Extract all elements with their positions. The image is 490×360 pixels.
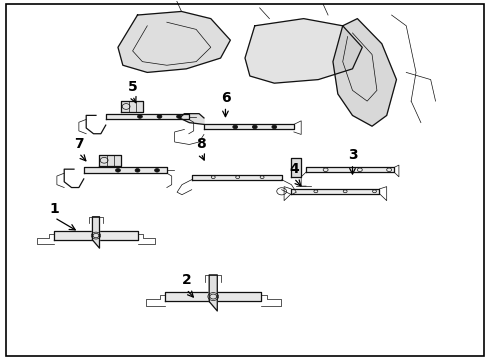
Polygon shape bbox=[93, 217, 99, 248]
Polygon shape bbox=[118, 12, 230, 72]
Text: 7: 7 bbox=[74, 137, 84, 151]
Polygon shape bbox=[54, 231, 138, 240]
Polygon shape bbox=[292, 189, 379, 194]
Text: 6: 6 bbox=[220, 90, 230, 104]
Polygon shape bbox=[292, 158, 301, 177]
Polygon shape bbox=[204, 125, 294, 130]
Polygon shape bbox=[209, 275, 217, 311]
Text: 5: 5 bbox=[128, 80, 138, 94]
Circle shape bbox=[272, 125, 277, 129]
Circle shape bbox=[135, 168, 140, 172]
Text: 4: 4 bbox=[289, 162, 299, 176]
Polygon shape bbox=[245, 19, 362, 83]
Circle shape bbox=[138, 115, 143, 118]
Polygon shape bbox=[166, 292, 261, 301]
Polygon shape bbox=[179, 114, 204, 125]
Circle shape bbox=[252, 125, 257, 129]
Circle shape bbox=[157, 115, 162, 118]
Text: 2: 2 bbox=[181, 273, 191, 287]
Circle shape bbox=[155, 168, 159, 172]
Text: 1: 1 bbox=[49, 202, 59, 216]
Polygon shape bbox=[98, 154, 121, 166]
Polygon shape bbox=[106, 114, 189, 120]
Polygon shape bbox=[333, 19, 396, 126]
Polygon shape bbox=[192, 175, 282, 180]
Text: 3: 3 bbox=[348, 148, 357, 162]
Polygon shape bbox=[121, 101, 143, 112]
Circle shape bbox=[116, 168, 121, 172]
Polygon shape bbox=[84, 167, 167, 173]
Text: 8: 8 bbox=[196, 137, 206, 151]
Circle shape bbox=[176, 115, 181, 118]
Circle shape bbox=[233, 125, 238, 129]
Polygon shape bbox=[306, 167, 394, 172]
